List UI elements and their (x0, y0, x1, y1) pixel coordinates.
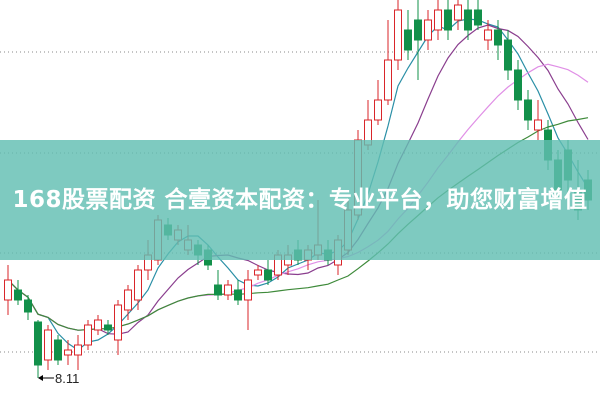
candle-body (44, 329, 52, 361)
ma10-line (7, 24, 589, 335)
title-banner: 168股票配资 合壹资本配资：专业平台，助您财富增值 (0, 140, 600, 260)
candle-body (74, 344, 82, 356)
candle-body (244, 279, 252, 301)
candle-body (374, 99, 382, 121)
candle-body (464, 9, 472, 31)
candle-body (414, 19, 422, 41)
candle-body (264, 269, 272, 281)
candle-body (384, 59, 392, 101)
banner-title: 168股票配资 合壹资本配资：专业平台，助您财富增值 (12, 187, 588, 213)
candle-body (524, 99, 532, 121)
candle-body (94, 319, 102, 331)
low-marker-arrowhead (38, 375, 43, 381)
candle-body (494, 29, 502, 46)
candle-body (424, 19, 432, 41)
candle-body (234, 289, 242, 301)
candle-body (514, 69, 522, 101)
candle-body (134, 269, 142, 301)
candle-body (104, 324, 112, 331)
candle-body (484, 29, 492, 41)
candle-body (224, 284, 232, 296)
candle-body (14, 289, 22, 301)
candle-body (64, 349, 72, 356)
candle-body (534, 119, 542, 131)
candle-body (24, 299, 32, 313)
candle-body (124, 289, 132, 311)
candle-body (504, 39, 512, 71)
candle-body (394, 9, 402, 61)
candle-body (84, 324, 92, 346)
candle-body (114, 304, 122, 341)
candle-body (474, 9, 482, 26)
candle-body (4, 279, 12, 301)
low-price-label: 8.11 (55, 371, 79, 386)
candle-body (214, 284, 222, 296)
candle-body (254, 269, 262, 276)
candle-body (54, 339, 62, 361)
candle-body (404, 29, 412, 51)
candle-body (434, 9, 442, 31)
candle-body (444, 9, 452, 31)
candle-body (34, 321, 42, 366)
candle-body (454, 4, 462, 21)
